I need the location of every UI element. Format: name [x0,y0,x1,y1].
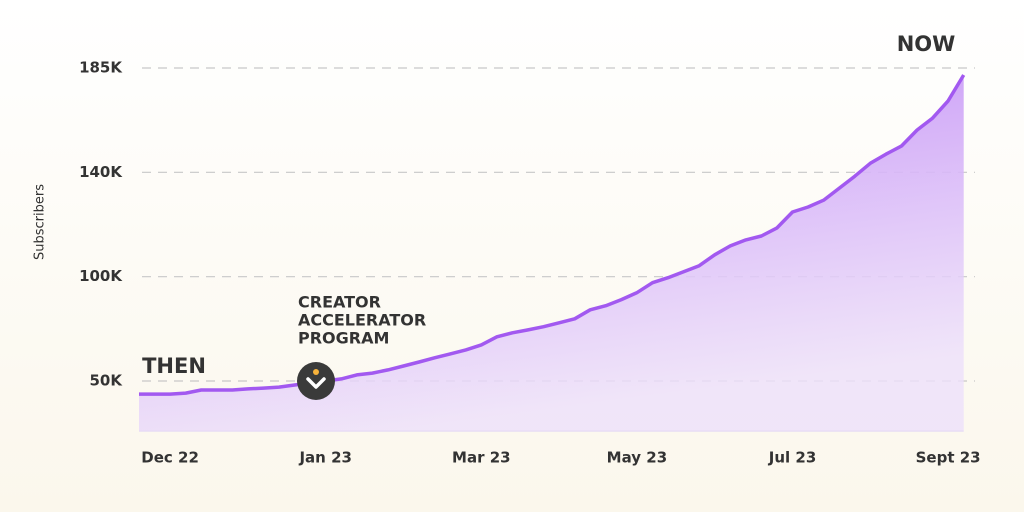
x-tick-label: Jul 23 [768,449,817,467]
y-tick-label: 140K [79,163,123,181]
milestone-label: PROGRAM [298,329,389,348]
y-axis-label: Subscribers [33,184,48,260]
x-tick-label: May 23 [607,449,667,467]
milestone-marker [297,362,335,400]
y-tick-label: 50K [90,372,124,390]
line [139,74,966,396]
now-label: NOW [897,32,956,56]
x-tick-label: Jan 23 [298,449,351,467]
x-tick-label: Dec 22 [141,449,199,467]
milestone-label: CREATOR [298,293,381,312]
x-tick-label: Mar 23 [452,449,511,467]
x-tick-label: Sept 23 [916,449,981,467]
area [139,75,964,432]
milestone-label: ACCELERATOR [298,311,426,330]
y-tick-label: 100K [79,267,123,285]
y-tick-label: 185K [79,59,123,77]
then-label: THEN [142,354,206,378]
